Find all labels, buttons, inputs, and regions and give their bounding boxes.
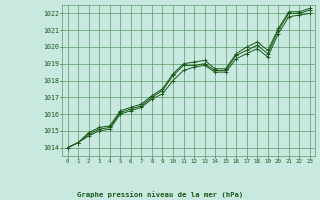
Text: Graphe pression niveau de la mer (hPa): Graphe pression niveau de la mer (hPa) (77, 191, 243, 198)
